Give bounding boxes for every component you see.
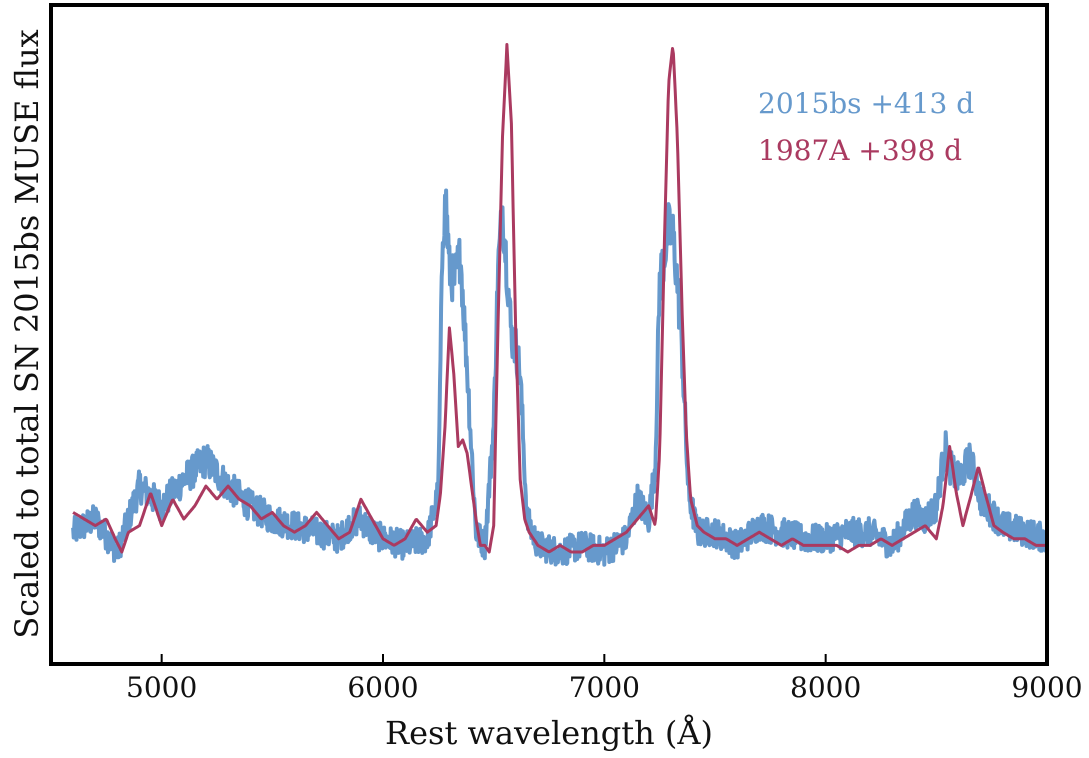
x-axis-ticks: 5000 6000 7000 8000 9000: [126, 654, 1083, 704]
x-tick-label-0: 5000: [126, 671, 197, 704]
series-layer: [71, 43, 1047, 567]
plot-area: [49, 3, 1049, 666]
y-axis-title: Scaled to total SN 2015bs MUSE flux: [8, 29, 46, 638]
x-axis-title: Rest wavelength (Å): [385, 714, 713, 752]
legend-entry-1: 1987A +398 d: [758, 134, 962, 167]
plot-frame: [49, 3, 1049, 666]
x-tick-label-4: 9000: [1011, 671, 1082, 704]
x-tick-label-3: 8000: [790, 671, 861, 704]
series-line-1: [72, 43, 1047, 554]
series-line-0: [71, 188, 1047, 567]
x-tick-label-1: 6000: [347, 671, 418, 704]
legend-entry-0: 2015bs +413 d: [758, 87, 974, 120]
legend: 2015bs +413 d 1987A +398 d: [758, 87, 974, 167]
x-tick-label-2: 7000: [569, 671, 640, 704]
